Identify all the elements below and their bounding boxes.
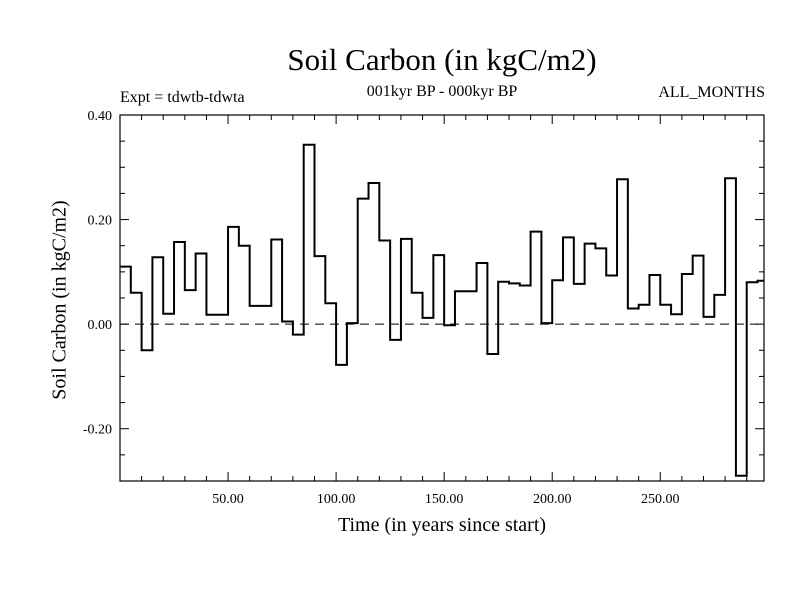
x-tick-label: 250.00	[641, 492, 680, 507]
x-tick-label: 200.00	[533, 492, 572, 507]
y-tick-label: 0.00	[88, 318, 113, 333]
period-label: 001kyr BP - 000kyr BP	[366, 83, 518, 100]
months-label: ALL_MONTHS	[658, 84, 765, 101]
x-tick-label: 50.00	[212, 492, 244, 507]
y-tick-label: -0.20	[83, 423, 112, 438]
x-tick-label: 100.00	[317, 492, 356, 507]
experiment-label: Expt = tdwtb-tdwta	[120, 89, 245, 106]
chart-title: Soil Carbon (in kgC/m2)	[287, 42, 597, 77]
y-tick-label: 0.20	[88, 214, 113, 229]
x-tick-label: 150.00	[425, 492, 464, 507]
plot-frame	[119, 114, 765, 482]
y-tick-label: 0.40	[88, 109, 113, 124]
x-axis-label: Time (in years since start)	[337, 514, 547, 536]
soil-carbon-line	[120, 143, 764, 477]
